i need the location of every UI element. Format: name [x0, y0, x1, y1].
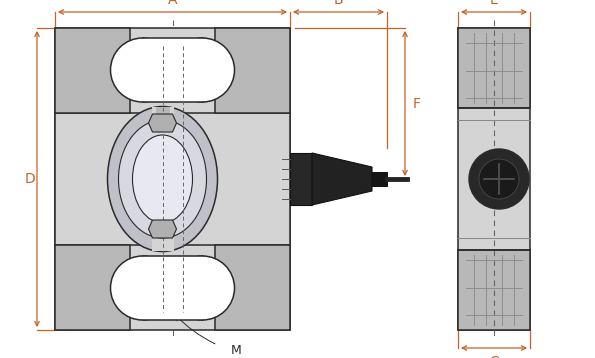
Bar [458, 28, 530, 108]
Bar [152, 107, 174, 139]
Text: F: F [413, 97, 421, 111]
Bar [458, 250, 530, 330]
Text: A: A [168, 0, 177, 7]
Circle shape [111, 38, 174, 102]
Circle shape [171, 256, 234, 320]
Bar [55, 245, 130, 330]
Ellipse shape [133, 135, 193, 223]
Bar [152, 219, 174, 251]
Bar [290, 153, 312, 205]
Text: E: E [490, 0, 499, 7]
Circle shape [469, 149, 529, 209]
Polygon shape [149, 220, 177, 238]
Bar [215, 245, 290, 330]
Ellipse shape [118, 120, 206, 238]
Circle shape [111, 256, 174, 320]
Bar [55, 28, 130, 113]
Text: C: C [489, 355, 499, 358]
Bar [55, 113, 290, 245]
Circle shape [479, 159, 519, 199]
Text: D: D [24, 172, 35, 186]
Bar [55, 28, 290, 330]
Polygon shape [149, 114, 177, 132]
Polygon shape [312, 153, 372, 205]
Circle shape [171, 38, 234, 102]
Bar [458, 28, 530, 330]
Text: M: M [230, 343, 241, 357]
Ellipse shape [108, 106, 218, 252]
Bar [372, 172, 387, 186]
Bar [215, 28, 290, 113]
Bar [142, 38, 202, 102]
Bar [142, 256, 202, 320]
Bar [155, 107, 170, 139]
Text: B: B [334, 0, 343, 7]
